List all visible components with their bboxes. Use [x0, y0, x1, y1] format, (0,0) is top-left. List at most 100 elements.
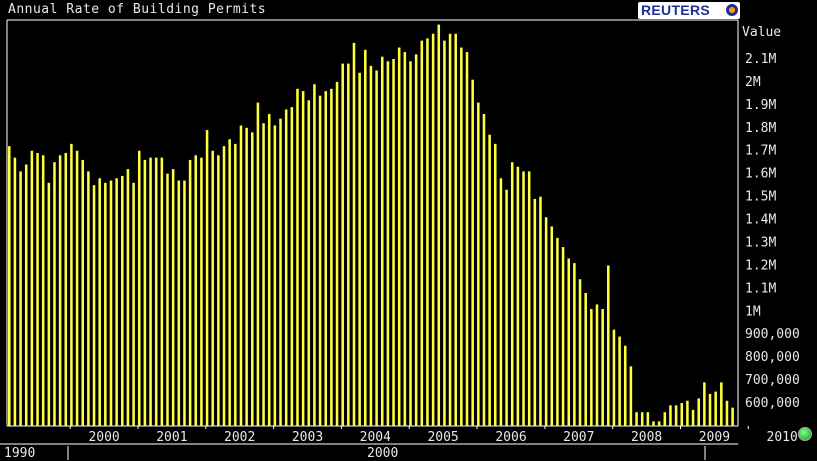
bar: [121, 175, 124, 426]
bar: [24, 164, 28, 426]
bar: [262, 123, 265, 426]
bar: [460, 47, 463, 426]
bar: [267, 114, 271, 427]
bar: [347, 63, 350, 426]
y-tick-labels: 600,000 700,000 800,000 900,000 1M 1.1M 1.2M 1.…: [745, 52, 800, 411]
bar: [143, 159, 147, 427]
bar: [13, 157, 17, 426]
bar: [731, 407, 734, 426]
bar: [561, 247, 565, 426]
bar: [211, 150, 214, 426]
bar: [482, 114, 486, 427]
reuters-logo: REUTERS: [638, 2, 740, 19]
bar: [98, 178, 101, 426]
bar: [522, 171, 525, 426]
bar: [245, 127, 248, 426]
bar: [154, 157, 158, 426]
bar: [36, 153, 39, 427]
bar: [53, 162, 56, 426]
y-tick-label: 1.6M: [745, 167, 776, 182]
bar: [635, 412, 638, 426]
bar: [273, 125, 277, 426]
bar: [607, 265, 610, 426]
bar: [234, 143, 237, 427]
status-indicator-icon[interactable]: [798, 427, 812, 441]
x-tick-label: 2008: [631, 430, 662, 445]
bar: [64, 153, 68, 427]
reuters-logo-text: REUTERS: [641, 2, 710, 18]
bar: [578, 279, 582, 426]
bar: [663, 412, 667, 426]
bar: [708, 393, 712, 426]
bar: [87, 171, 90, 426]
x-tick-label: 2002: [224, 430, 255, 445]
bar: [296, 88, 299, 426]
bar: [550, 226, 554, 426]
y-tick-label: 2M: [745, 75, 761, 90]
y-tick-label: 1.4M: [745, 213, 776, 228]
bar: [623, 345, 627, 426]
x-tick-label: 2003: [292, 430, 323, 445]
bar: [375, 70, 378, 427]
x-tick-label: 2001: [156, 430, 187, 445]
bar: [437, 24, 441, 427]
bar: [601, 309, 604, 426]
bar: [70, 143, 73, 427]
bar: [330, 88, 333, 426]
bar: [126, 169, 130, 426]
bars-group: [8, 24, 734, 427]
bar: [228, 139, 231, 426]
reuters-dot-icon: [726, 4, 738, 16]
bar: [714, 391, 717, 426]
x-tick-labels: 2000 2001 2002 2003 2004 2005 2006 2007 2008 2009…: [69, 426, 798, 445]
bar: [652, 421, 655, 426]
bar: [505, 189, 508, 426]
bar: [313, 84, 316, 426]
y-tick-label: 900,000: [745, 327, 800, 342]
bar: [539, 196, 542, 426]
bar: [47, 182, 51, 426]
bar: [251, 132, 254, 426]
y-axis-title: Value: [742, 25, 781, 40]
bar: [680, 403, 684, 426]
bar: [465, 52, 469, 427]
y-tick-label: 700,000: [745, 373, 800, 388]
bar: [160, 157, 164, 426]
bar: [256, 102, 260, 426]
bar: [544, 217, 548, 426]
bar: [477, 102, 480, 426]
y-tick-label: 1M: [745, 304, 761, 319]
bar: [188, 159, 192, 427]
bar: [92, 185, 96, 426]
bar: [109, 180, 113, 426]
bar: [392, 58, 395, 427]
bar: [380, 56, 384, 426]
bar: [364, 49, 367, 426]
bar: [612, 329, 616, 426]
bar: [335, 81, 339, 427]
bar: [669, 405, 672, 426]
bar: [324, 91, 328, 427]
bar: [584, 292, 587, 426]
bar: [488, 134, 491, 426]
bar: [590, 309, 593, 426]
bar: [448, 33, 452, 426]
y-tick-label: 1.7M: [745, 144, 776, 159]
bar: [414, 54, 418, 426]
bar: [516, 166, 520, 427]
bar: [527, 171, 531, 426]
bar: [115, 178, 118, 426]
bar: [510, 162, 514, 426]
bar: [556, 237, 559, 426]
bar: [137, 150, 141, 426]
bar: [397, 47, 401, 426]
bar: [301, 91, 305, 427]
y-tick-label: 1.2M: [745, 258, 776, 273]
x-tick-label: 2000: [88, 430, 119, 445]
bar: [646, 412, 650, 426]
bar: [533, 198, 537, 426]
bar: [104, 182, 107, 426]
bar: [595, 304, 599, 426]
bar: [222, 146, 226, 426]
bar: [239, 125, 243, 426]
